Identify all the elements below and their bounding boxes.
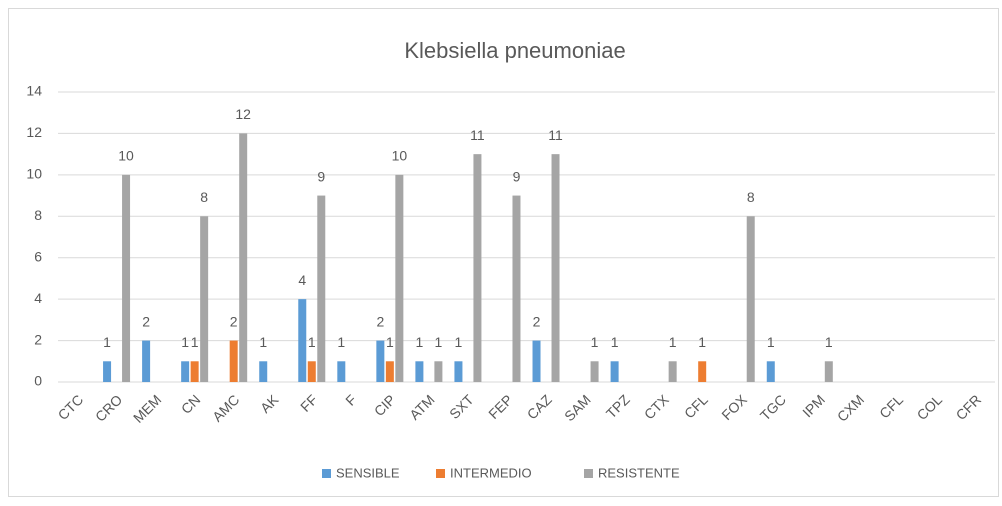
bar bbox=[385, 361, 394, 382]
bar bbox=[122, 174, 131, 382]
legend-swatch bbox=[436, 469, 445, 478]
bar bbox=[746, 216, 755, 382]
legend-label: RESISTENTE bbox=[598, 465, 680, 480]
data-label: 10 bbox=[118, 148, 134, 164]
bar bbox=[551, 154, 560, 382]
data-label: 1 bbox=[455, 334, 463, 350]
y-tick-label: 10 bbox=[26, 166, 42, 182]
bar bbox=[307, 361, 316, 382]
bar bbox=[395, 174, 404, 382]
bar bbox=[142, 340, 151, 382]
y-tick-label: 14 bbox=[26, 83, 42, 99]
legend-label: SENSIBLE bbox=[336, 465, 400, 480]
data-label: 9 bbox=[513, 168, 521, 184]
data-label: 8 bbox=[200, 189, 208, 205]
data-label: 8 bbox=[747, 189, 755, 205]
bar bbox=[103, 361, 112, 382]
data-label: 1 bbox=[103, 334, 111, 350]
data-label: 1 bbox=[181, 334, 189, 350]
data-label: 1 bbox=[669, 334, 677, 350]
chart-border bbox=[8, 8, 999, 497]
bar bbox=[239, 133, 248, 382]
bar bbox=[824, 361, 833, 382]
data-label: 1 bbox=[591, 334, 599, 350]
data-label: 1 bbox=[611, 334, 619, 350]
bar bbox=[317, 195, 326, 382]
legend-label: INTERMEDIO bbox=[450, 465, 532, 480]
bar bbox=[610, 361, 619, 382]
bar bbox=[698, 361, 707, 382]
y-tick-label: 2 bbox=[34, 331, 42, 347]
legend-swatch bbox=[584, 469, 593, 478]
bar bbox=[190, 361, 199, 382]
bar bbox=[298, 299, 307, 382]
data-label: 1 bbox=[191, 334, 199, 350]
chart-title: Klebsiella pneumoniae bbox=[404, 38, 625, 63]
bar bbox=[337, 361, 346, 382]
data-label: 1 bbox=[434, 334, 442, 350]
y-tick-label: 12 bbox=[26, 124, 42, 140]
data-label: 1 bbox=[767, 334, 775, 350]
bar bbox=[454, 361, 463, 382]
data-label: 1 bbox=[259, 334, 267, 350]
data-label: 11 bbox=[548, 127, 563, 143]
data-label: 1 bbox=[415, 334, 423, 350]
data-label: 2 bbox=[376, 313, 384, 329]
data-label: 11 bbox=[470, 127, 485, 143]
bar bbox=[181, 361, 190, 382]
bar bbox=[766, 361, 775, 382]
bar bbox=[229, 340, 238, 382]
data-label: 1 bbox=[698, 334, 706, 350]
bar bbox=[473, 154, 482, 382]
data-label: 12 bbox=[235, 106, 251, 122]
y-tick-label: 8 bbox=[34, 207, 42, 223]
data-label: 10 bbox=[392, 148, 408, 164]
data-label: 2 bbox=[230, 313, 238, 329]
data-label: 1 bbox=[308, 334, 316, 350]
bar bbox=[434, 361, 443, 382]
bar bbox=[668, 361, 677, 382]
bar bbox=[415, 361, 424, 382]
data-label: 1 bbox=[386, 334, 394, 350]
bar bbox=[200, 216, 209, 382]
y-tick-label: 4 bbox=[34, 290, 42, 306]
bar bbox=[376, 340, 385, 382]
data-label: 2 bbox=[533, 313, 541, 329]
data-label: 4 bbox=[298, 272, 306, 288]
data-label: 1 bbox=[825, 334, 833, 350]
bar bbox=[259, 361, 268, 382]
data-label: 2 bbox=[142, 313, 150, 329]
bar bbox=[512, 195, 521, 382]
y-tick-label: 6 bbox=[34, 248, 42, 264]
y-tick-label: 0 bbox=[34, 373, 42, 389]
bar bbox=[590, 361, 599, 382]
data-label: 1 bbox=[337, 334, 345, 350]
data-label: 9 bbox=[317, 168, 325, 184]
bar bbox=[532, 340, 541, 382]
legend-swatch bbox=[322, 469, 331, 478]
